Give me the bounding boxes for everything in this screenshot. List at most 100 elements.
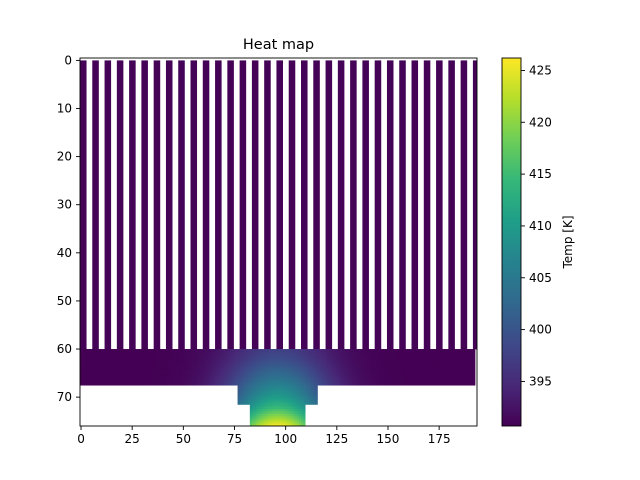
base-plate-cell xyxy=(370,370,374,374)
spreader-cell xyxy=(290,397,294,400)
base-plate-cell xyxy=(229,351,232,355)
base-plate-cell xyxy=(268,363,271,367)
base-plate-cell xyxy=(393,375,396,379)
base-plate-cell xyxy=(421,365,425,369)
base-plate-cell xyxy=(464,349,468,352)
base-plate-cell xyxy=(431,363,435,367)
base-plate-cell xyxy=(303,382,306,386)
base-plate-cell xyxy=(110,351,114,355)
base-plate-cell xyxy=(231,361,234,364)
base-plate-cell xyxy=(364,380,367,384)
base-plate-cell xyxy=(337,356,341,360)
heat-source-cell xyxy=(298,421,302,424)
base-plate-cell xyxy=(258,363,261,367)
base-plate-cell xyxy=(376,380,380,384)
y-tick-label: 0 xyxy=(64,53,72,67)
base-plate-cell xyxy=(309,368,312,372)
base-plate-cell xyxy=(167,363,171,367)
base-plate-cell xyxy=(262,375,265,379)
fin xyxy=(362,60,369,350)
base-plate-cell xyxy=(438,361,441,364)
base-plate-cell xyxy=(444,373,447,376)
base-plate-cell xyxy=(427,361,431,364)
base-plate-cell xyxy=(145,368,148,372)
base-plate-cell xyxy=(343,365,347,369)
spreader-cell xyxy=(272,385,275,388)
base-plate-cell xyxy=(280,351,283,355)
base-plate-cell xyxy=(327,356,331,360)
base-plate-cell xyxy=(421,377,425,381)
spreader-cell xyxy=(270,394,273,398)
base-plate-cell xyxy=(399,356,402,360)
base-plate-cell xyxy=(290,375,294,379)
base-plate-cell xyxy=(127,375,130,379)
base-plate-cell xyxy=(102,380,105,384)
base-plate-cell xyxy=(384,373,388,376)
base-plate-cell xyxy=(82,380,85,384)
base-plate-cell xyxy=(446,377,449,381)
base-plate-cell xyxy=(167,353,171,357)
base-plate-cell xyxy=(321,353,324,357)
base-plate-cell xyxy=(442,356,445,360)
base-plate-cell xyxy=(335,377,339,381)
spreader-cell xyxy=(260,387,263,391)
base-plate-cell xyxy=(153,363,157,367)
base-plate-cell xyxy=(292,361,296,364)
base-plate-cell xyxy=(110,380,114,384)
spreader-cell xyxy=(315,401,318,405)
base-plate-cell xyxy=(151,370,155,374)
base-plate-cell xyxy=(415,382,419,386)
base-plate-cell xyxy=(405,365,408,369)
base-plate-cell xyxy=(274,349,277,352)
base-plate-cell xyxy=(174,358,177,362)
heat-source-cell xyxy=(294,411,298,415)
heat-source-cell xyxy=(290,404,294,408)
base-plate-cell xyxy=(84,363,87,367)
base-plate-cell xyxy=(131,358,134,362)
base-plate-cell xyxy=(329,356,333,360)
base-plate-cell xyxy=(159,368,163,372)
base-plate-cell xyxy=(213,377,216,381)
spreader-cell xyxy=(309,392,312,396)
base-plate-cell xyxy=(112,368,116,372)
base-plate-cell xyxy=(80,361,83,364)
base-plate-cell xyxy=(196,351,200,355)
base-plate-cell xyxy=(200,349,204,352)
base-plate-cell xyxy=(196,353,200,357)
heat-source-cell xyxy=(253,411,257,415)
base-plate-cell xyxy=(155,363,159,367)
base-plate-cell xyxy=(104,377,108,381)
base-plate-cell xyxy=(401,370,404,374)
base-plate-cell xyxy=(223,361,226,364)
base-plate-cell xyxy=(456,370,459,374)
base-plate-cell xyxy=(366,370,369,374)
base-plate-cell xyxy=(260,358,263,362)
base-plate-cell xyxy=(431,365,435,369)
base-plate-cell xyxy=(245,353,249,357)
base-plate-cell xyxy=(270,358,273,362)
base-plate-cell xyxy=(274,377,277,381)
spreader-cell xyxy=(249,392,253,396)
base-plate-cell xyxy=(149,361,153,364)
base-plate-cell xyxy=(403,382,406,386)
base-plate-cell xyxy=(427,356,431,360)
colorbar-tick-label: 425 xyxy=(529,63,552,77)
base-plate-cell xyxy=(389,365,392,369)
heat-source-cell xyxy=(303,416,306,420)
base-plate-cell xyxy=(268,358,271,362)
base-plate-cell xyxy=(170,349,173,352)
base-plate-cell xyxy=(215,373,218,376)
base-plate-cell xyxy=(227,370,230,374)
base-plate-cell xyxy=(464,351,468,355)
base-plate-cell xyxy=(210,356,214,360)
base-plate-cell xyxy=(110,377,114,381)
base-plate-cell xyxy=(219,382,222,386)
base-plate-cell xyxy=(225,351,228,355)
heat-source-cell xyxy=(288,413,292,417)
spreader-cell xyxy=(243,385,247,388)
base-plate-cell xyxy=(84,373,87,376)
base-plate-cell xyxy=(151,349,155,352)
base-plate-cell xyxy=(190,380,193,384)
base-plate-cell xyxy=(456,368,459,372)
base-plate-cell xyxy=(458,382,462,386)
